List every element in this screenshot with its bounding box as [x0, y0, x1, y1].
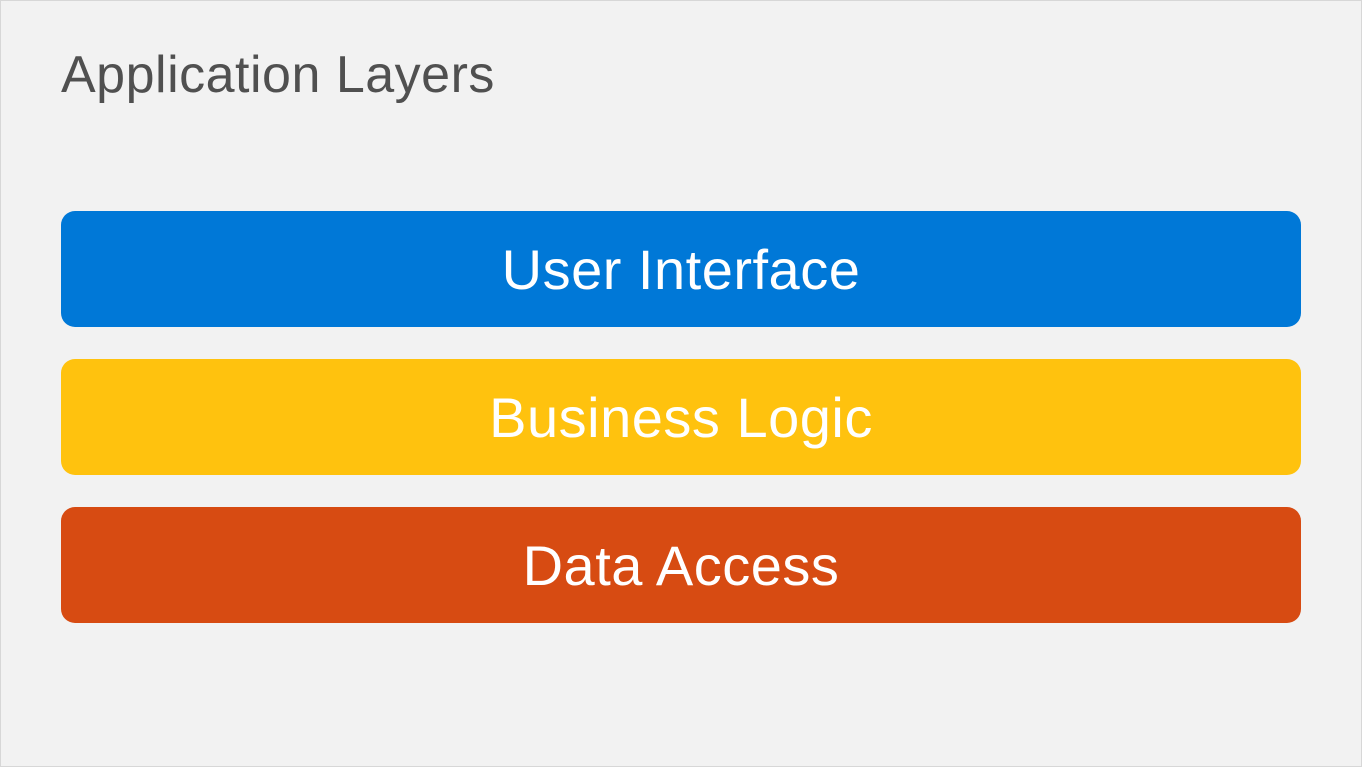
slide-title: Application Layers	[61, 45, 495, 105]
layer-data-access: Data Access	[61, 507, 1301, 623]
layer-business-logic: Business Logic	[61, 359, 1301, 475]
layer-user-interface: User Interface	[61, 211, 1301, 327]
layers-stack: User Interface Business Logic Data Acces…	[61, 211, 1301, 623]
slide: Application Layers User Interface Busine…	[0, 0, 1362, 767]
